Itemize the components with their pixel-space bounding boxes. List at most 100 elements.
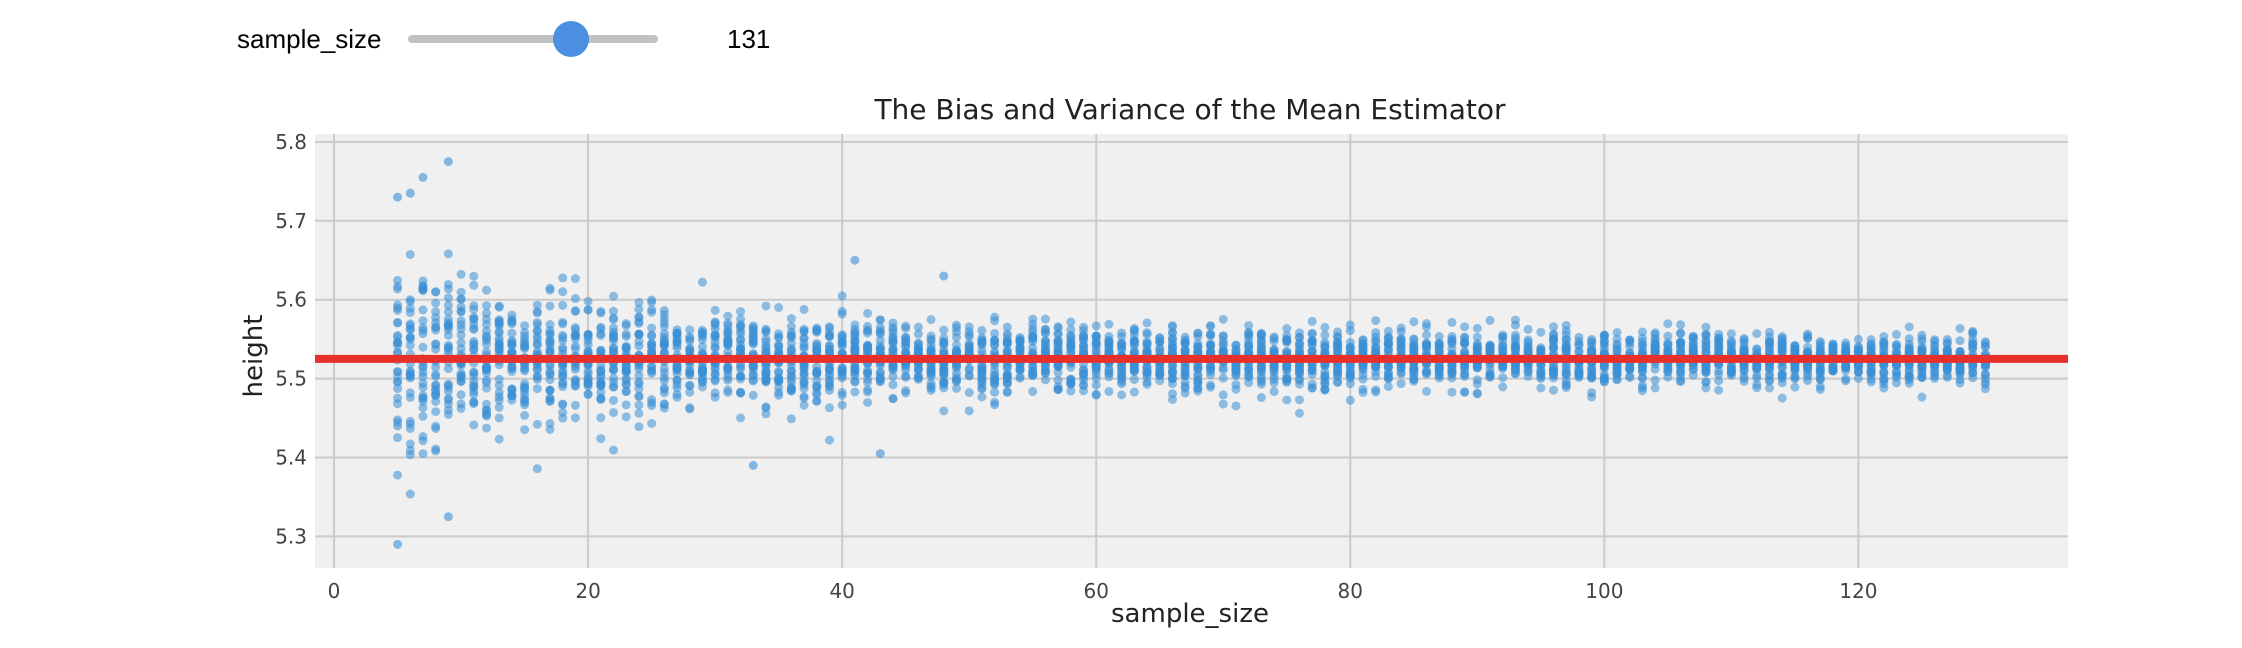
data-point xyxy=(1282,334,1292,344)
data-point xyxy=(1930,360,1940,370)
data-point xyxy=(1841,360,1851,370)
data-point xyxy=(545,320,555,330)
data-point xyxy=(1345,369,1355,379)
data-point xyxy=(1206,329,1216,339)
data-point xyxy=(1002,387,1012,397)
data-point xyxy=(520,410,530,420)
data-point xyxy=(1358,374,1368,384)
data-point xyxy=(685,325,695,335)
data-point xyxy=(799,339,809,349)
data-point xyxy=(583,366,593,376)
data-point xyxy=(1917,336,1927,346)
data-point xyxy=(634,341,644,351)
data-point xyxy=(1206,321,1216,331)
chart-title: The Bias and Variance of the Mean Estima… xyxy=(873,93,1506,126)
data-point xyxy=(1358,335,1368,345)
data-point xyxy=(405,319,415,329)
data-point xyxy=(1371,387,1381,397)
data-point xyxy=(1536,383,1546,393)
data-point xyxy=(1561,326,1571,336)
data-point xyxy=(1904,364,1914,374)
data-point xyxy=(1180,367,1190,377)
data-point xyxy=(647,419,657,429)
data-point xyxy=(1498,344,1508,354)
data-point xyxy=(520,331,530,341)
data-point xyxy=(1447,387,1457,397)
data-point xyxy=(1866,377,1876,387)
data-point xyxy=(443,380,453,390)
data-point xyxy=(786,344,796,354)
data-point xyxy=(507,314,517,324)
data-point xyxy=(520,381,530,391)
data-point xyxy=(888,380,898,390)
data-point xyxy=(799,393,809,403)
data-point xyxy=(609,333,619,343)
data-point xyxy=(1980,337,1990,347)
data-point xyxy=(570,294,580,304)
data-point xyxy=(1892,341,1902,351)
data-point xyxy=(710,343,720,353)
data-point xyxy=(1396,342,1406,352)
data-point xyxy=(1269,371,1279,381)
data-point xyxy=(1498,373,1508,383)
data-point xyxy=(1739,337,1749,347)
data-point xyxy=(659,318,669,328)
data-point xyxy=(532,340,542,350)
data-point xyxy=(774,367,784,377)
data-point xyxy=(1701,322,1711,332)
data-point xyxy=(786,385,796,395)
data-point xyxy=(1980,377,1990,387)
data-point xyxy=(1676,328,1686,338)
data-point xyxy=(532,332,542,342)
data-point xyxy=(977,368,987,378)
data-point xyxy=(481,423,491,433)
data-point xyxy=(1117,340,1127,350)
data-point xyxy=(786,378,796,388)
data-point xyxy=(850,363,860,373)
data-point xyxy=(723,327,733,337)
data-point xyxy=(1358,387,1368,397)
data-point xyxy=(405,439,415,449)
data-point xyxy=(1066,375,1076,385)
data-point xyxy=(469,280,479,290)
data-point xyxy=(1269,387,1279,397)
data-point xyxy=(1002,322,1012,332)
data-point xyxy=(1079,322,1089,332)
data-point xyxy=(659,337,669,347)
data-point xyxy=(926,315,936,325)
data-point xyxy=(545,346,555,356)
x-axis-label: sample_size xyxy=(1111,599,1269,629)
data-point xyxy=(1142,337,1152,347)
data-point xyxy=(1307,328,1317,338)
data-point xyxy=(1587,347,1597,357)
data-point xyxy=(481,375,491,385)
data-point xyxy=(1790,374,1800,384)
data-point xyxy=(837,330,847,340)
data-point xyxy=(494,336,504,346)
data-point xyxy=(951,376,961,386)
data-point xyxy=(634,318,644,328)
sample-size-slider-handle[interactable] xyxy=(553,21,590,57)
data-point xyxy=(1180,346,1190,356)
data-point xyxy=(1294,395,1304,405)
data-point xyxy=(443,330,453,340)
data-point xyxy=(1650,375,1660,385)
y-tick-label: 5.8 xyxy=(275,130,307,154)
data-point xyxy=(405,295,415,305)
y-axis-label: height xyxy=(239,315,269,398)
data-point xyxy=(418,403,428,413)
sample-size-slider-track[interactable] xyxy=(408,21,658,57)
data-point xyxy=(1777,373,1787,383)
data-point xyxy=(1066,338,1076,348)
data-point xyxy=(405,303,415,313)
data-point xyxy=(837,291,847,301)
data-point xyxy=(443,280,453,290)
data-point xyxy=(901,337,911,347)
data-point xyxy=(443,293,453,303)
data-point xyxy=(1752,383,1762,393)
data-point xyxy=(774,390,784,400)
data-point xyxy=(1422,366,1432,376)
data-point xyxy=(939,406,949,416)
data-point xyxy=(570,362,580,372)
data-point xyxy=(1015,372,1025,382)
